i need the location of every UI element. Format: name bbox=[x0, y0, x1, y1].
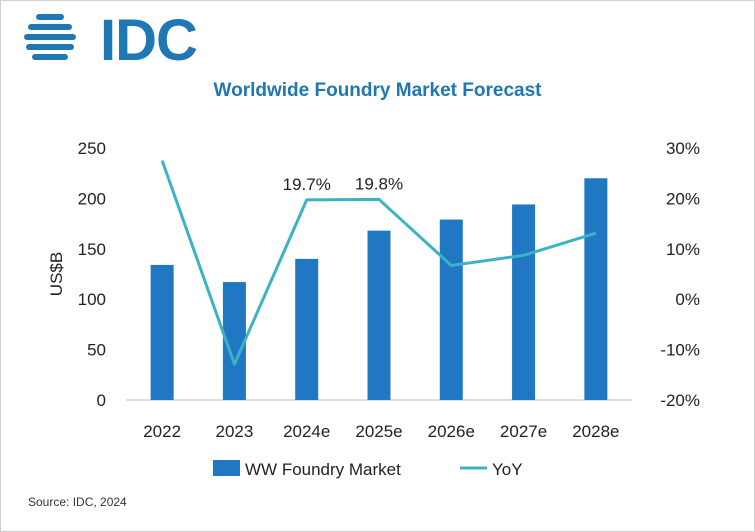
bar-2026e bbox=[439, 219, 463, 400]
x-tick-label: 2024e bbox=[283, 422, 330, 441]
x-tick-label: 2022 bbox=[143, 422, 181, 441]
legend-swatch-bar bbox=[213, 460, 240, 476]
bar-2028e bbox=[584, 178, 608, 400]
y-tick-label: 200 bbox=[78, 189, 106, 208]
y2-tick-label: 0% bbox=[675, 290, 700, 309]
chart-title: Worldwide Foundry Market Forecast bbox=[213, 80, 542, 101]
bar-2022 bbox=[150, 264, 174, 400]
legend-label-yoy: YoY bbox=[492, 460, 523, 479]
x-tick-label: 2023 bbox=[216, 422, 254, 441]
y-tick-label: 0 bbox=[97, 391, 106, 410]
source-note: Source: IDC, 2024 bbox=[28, 495, 127, 509]
y-tick-label: 150 bbox=[78, 240, 106, 259]
y-tick-label: 100 bbox=[78, 290, 106, 309]
y2-tick-label: 20% bbox=[666, 189, 700, 208]
yoy-annotation: 19.8% bbox=[355, 174, 403, 193]
x-tick-label: 2026e bbox=[428, 422, 475, 441]
bar-2027e bbox=[512, 204, 536, 400]
bar-2023 bbox=[222, 282, 246, 400]
x-tick-label: 2028e bbox=[572, 422, 619, 441]
annotations: 19.7% 19.8% bbox=[283, 174, 403, 194]
yoy-line bbox=[160, 160, 597, 366]
bar-2025e bbox=[367, 230, 391, 400]
y2-tick-label: 10% bbox=[666, 240, 700, 259]
y2-tick-label: -10% bbox=[660, 341, 700, 360]
legend: WW Foundry Market YoY bbox=[213, 460, 523, 479]
y2-tick-label: 30% bbox=[666, 139, 700, 158]
idc-logo: IDC bbox=[20, 8, 198, 72]
y-axis-label: US$B bbox=[47, 252, 66, 296]
x-tick-label: 2027e bbox=[500, 422, 547, 441]
globe-logo-icon bbox=[24, 14, 76, 60]
y-tick-label: 250 bbox=[78, 139, 106, 158]
logo-text: IDC bbox=[100, 8, 198, 73]
bars bbox=[150, 178, 608, 400]
bar-2024e bbox=[295, 258, 319, 400]
y2-tick-label: -20% bbox=[660, 391, 700, 410]
y-tick-label: 50 bbox=[87, 341, 106, 360]
x-tick-label: 2025e bbox=[355, 422, 402, 441]
tick-labels: 0 50 100 150 200 250 -20% -10% 0% 10% 20% 30% 2022 20… bbox=[47, 139, 700, 441]
legend-label-market: WW Foundry Market bbox=[245, 460, 401, 479]
yoy-annotation: 19.7% bbox=[283, 175, 331, 194]
